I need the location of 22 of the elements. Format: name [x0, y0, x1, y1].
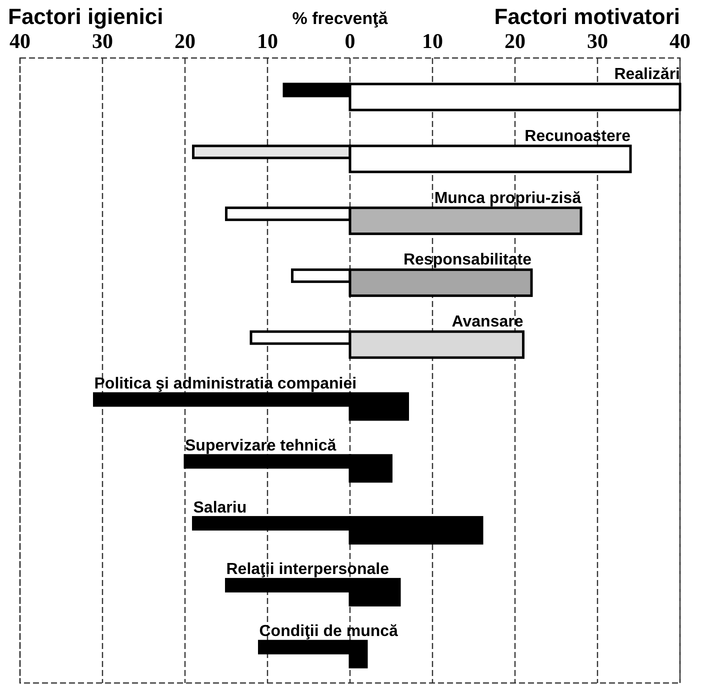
y-tick-label: Supervizare tehnică — [185, 437, 336, 454]
x-tick-label: 40 — [670, 29, 690, 53]
x-tick-label: 10 — [257, 29, 278, 53]
x-tick-label: 20 — [174, 29, 196, 53]
text: Factori motivatori — [494, 4, 680, 29]
y-tick-label: Responsabilitate — [403, 252, 532, 269]
x-tick-label: 20 — [504, 29, 526, 53]
y-tick-label: Munca propriu-zisă — [434, 190, 582, 207]
y-tick-label: Condiţii de muncă — [259, 623, 398, 640]
x-axis-title: % frecvenţă — [292, 9, 388, 28]
y-tick-label: Politica şi administratia companiei — [94, 376, 357, 392]
y-tick-label: Realizări — [614, 66, 680, 83]
text: Factori igienici — [8, 4, 164, 29]
y-tick-label: Recunoastere — [524, 128, 631, 145]
x-tick-label: 40 — [10, 29, 30, 53]
x-tick-label: 30 — [587, 29, 608, 53]
y-tick-label: Avansare — [452, 314, 524, 331]
y-tick-label: Relaţii interpersonale — [226, 561, 390, 578]
x-tick-label: 10 — [422, 29, 443, 53]
x-tick-label: 0 — [344, 29, 356, 53]
x-tick-label: 30 — [92, 29, 113, 53]
y-tick-label: Salariu — [193, 499, 247, 516]
